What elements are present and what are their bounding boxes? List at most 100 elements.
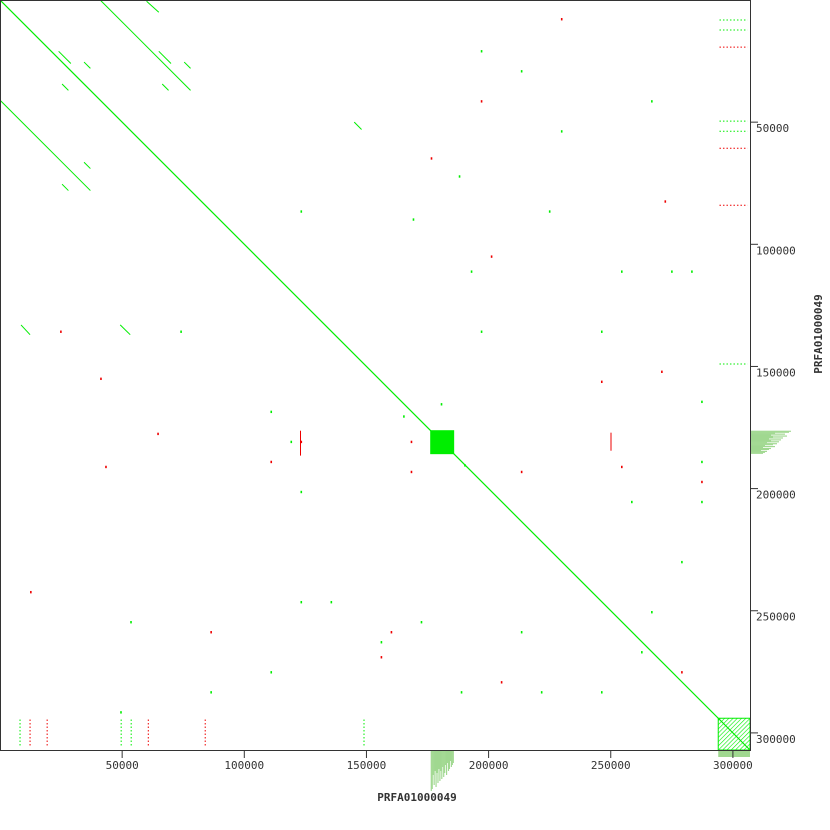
alignment-point [270,460,273,464]
plot-marks [0,0,751,751]
x-coverage-bar [450,751,452,767]
alignment-point [480,100,483,103]
alignment-point [380,656,383,659]
alignment-point [30,590,32,594]
alignment-point [681,560,683,564]
y-coverage-bar [751,448,769,451]
alignment-point [470,270,473,273]
x-coverage-bar [442,751,444,767]
y-coverage-bar [751,441,779,443]
alignment-point [130,621,132,624]
alignment-point [157,432,159,436]
alignment-point [440,403,443,406]
x-coverage-bar [443,751,445,777]
alignment-point [105,465,107,469]
alignment-segment [83,161,91,169]
x-tick-label: 250000 [591,759,631,772]
y-axis-title: PRFA01000049 [812,294,825,373]
x-coverage-bar [434,751,436,771]
x-coverage-bar [446,751,448,775]
alignment-point [701,460,703,464]
alignment-point [420,621,423,624]
x-coverage-bar [445,751,447,765]
alignment-segment [83,61,91,69]
x-coverage-bar [435,751,437,787]
alignment-segment [61,183,69,191]
alignment-point [210,691,212,694]
alignment-segment [146,0,160,13]
alignment-point [661,370,663,374]
y-coverage-bar [751,430,791,432]
alignment-segment [119,324,131,336]
x-coverage-bar [432,751,434,775]
x-coverage-bar [440,751,442,771]
alignment-point [430,157,433,160]
y-coverage-bar [751,435,787,437]
x-coverage-bar [444,751,446,773]
y-coverage-bar [751,450,767,452]
alignment-point [651,610,653,614]
alignment-point [701,500,703,504]
x-coverage-bar [430,751,432,791]
alignment-point [548,210,551,213]
coverage-histograms [430,430,791,791]
y-coverage-bar [751,444,773,446]
main-diagonal [0,0,751,751]
y-coverage-bar [751,452,763,454]
alignment-point [464,464,466,467]
x-tick-label: 50000 [106,759,139,772]
x-tick-label: 150000 [347,759,387,772]
x-coverage-bar [451,751,453,765]
x-coverage-bar [438,751,440,769]
alignment-point [290,440,293,444]
alignment-segment [158,50,172,64]
alignment-point [621,270,623,273]
alignment-point [410,440,413,444]
x-coverage-bar [449,751,451,761]
x-tick-label: 100000 [224,759,264,772]
alignment-point [480,50,483,53]
alignment-point [520,631,523,634]
x-tick-label: 300000 [713,759,753,772]
y-coverage-bar [751,431,789,433]
alignment-point [600,691,603,694]
y-coverage-bar [751,432,775,434]
x-coverage-bar [448,751,451,769]
y-coverage-bar [751,436,773,438]
alignment-segment [20,324,31,336]
alignment-point [631,500,633,504]
x-coverage-bar [447,751,450,771]
alignment-point [180,330,182,333]
alignment-point [600,380,603,384]
alignment-point [490,255,493,258]
alignment-segment [353,121,362,130]
alignment-point [641,651,643,654]
alignment-segment [161,83,169,91]
alignment-point [560,130,563,133]
x-coverage-bar [433,751,435,785]
y-coverage-bar [751,451,765,453]
y-coverage-bar [751,446,775,448]
x-tick-label: 200000 [469,759,509,772]
alignment-point [100,377,102,381]
x-coverage-bar [437,751,439,783]
alignment-point [664,200,667,203]
alignment-point [540,691,543,694]
alignment-point [410,470,413,474]
y-coverage-bar [751,446,763,449]
y-tick-label: 200000 [756,489,796,502]
alignment-point [270,410,273,414]
y-coverage-bar [751,447,771,450]
alignment-point [120,711,122,714]
axes [0,0,751,751]
y-coverage-bar [751,445,765,447]
alignment-point [403,415,405,418]
alignment-point [330,600,333,604]
x-axis-title: PRFA01000049 [377,791,456,804]
x-coverage-bar [441,751,443,779]
alignment-point [600,330,603,333]
alignment-point [520,70,523,73]
y-tick-label: 250000 [756,611,796,624]
alignment-point [460,691,463,694]
y-coverage-bar [751,434,771,436]
